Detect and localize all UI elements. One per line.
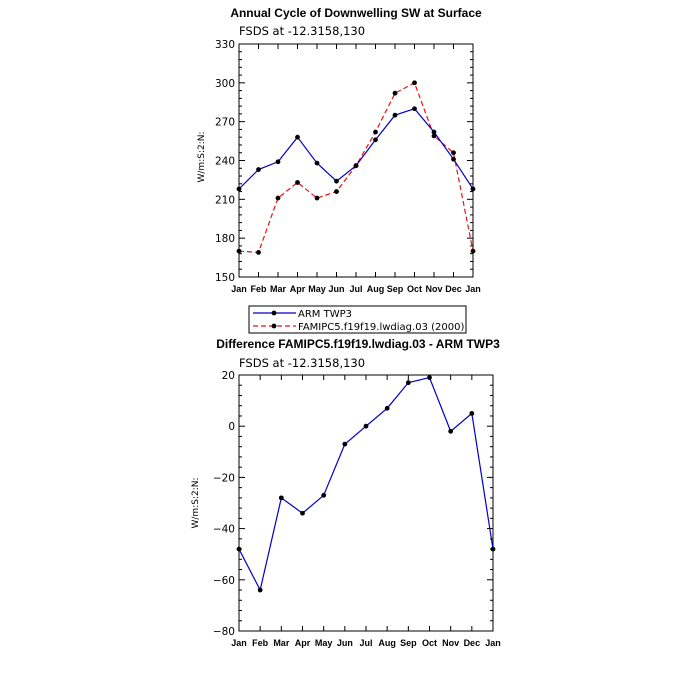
chart2-series-0-point [236, 546, 242, 552]
chart1-x-tick-label: Aug [367, 284, 385, 294]
chart1-series-0-point [314, 160, 320, 166]
chart2-series-0-point [257, 587, 263, 593]
chart1-y-axis-label: W/m:S:2:N: [197, 132, 207, 183]
chart2-x-tick-label: Jan [231, 638, 247, 648]
chart1-series-1-point [256, 250, 261, 255]
chart2-title: Difference FAMIPC5.f19f19.lwdiag.03 - AR… [216, 337, 500, 351]
legend-marker-arm [271, 310, 277, 316]
chart1-x-tick-label: Feb [250, 284, 267, 294]
chart1-series-0-point [451, 156, 456, 162]
chart2-y-axis-label: W/m:S:2:N: [191, 478, 201, 529]
legend-label-model: FAMIPC5.f19f19.lwdiag.03 (2000) [298, 322, 464, 333]
chart2-series-0-line [238, 376, 494, 592]
chart2-y-tick-label: −60 [213, 575, 235, 587]
legend-frame [248, 305, 467, 334]
chart2-series [236, 375, 496, 593]
chart1-x-tick-label: Jul [349, 284, 362, 294]
chart1-series-0-point [431, 129, 437, 135]
chart2-x-tick-label: Nov [442, 638, 459, 648]
chart2-y-tick-label: −40 [213, 524, 235, 536]
chart1-x-tick-label: Dec [445, 284, 462, 294]
chart1-x-tick-label: Apr [290, 284, 306, 294]
chart2-x-tick-label: Oct [422, 638, 437, 648]
chart1-series-0-point [373, 137, 378, 143]
chart2-x-tick-label: Jul [359, 638, 372, 648]
chart2-series-0-point [427, 375, 432, 380]
chart2-x-tick-label: Mar [273, 638, 290, 648]
chart2-series-0-point [321, 492, 327, 498]
chart2-series-0-point [448, 428, 454, 434]
chart1-x-tick-label: Mar [270, 284, 287, 294]
chart2-series-0-point [278, 495, 284, 501]
chart1-series-1-point [275, 195, 281, 201]
chart1-legend: ARM TWP3 FAMIPC5.f19f19.lwdiag.03 (2000) [248, 305, 467, 334]
chart1-x-tick-label: Jun [328, 284, 344, 294]
chart2-y-tick-label: −20 [213, 472, 235, 484]
chart1-x-tick-label: Sep [387, 284, 404, 294]
chart1-y-tick-label: 180 [215, 233, 235, 245]
chart1-series-1-point [373, 129, 378, 135]
chart2-series-0-point [342, 441, 348, 447]
chart1-series-1-point [470, 248, 476, 254]
chart1-y-tick-label: 150 [215, 272, 235, 284]
chart2-series-0-point [384, 405, 390, 411]
chart1-ticks: Jan Feb Mar Apr May Jun Jul Aug Sep Oct Nov Dec Jan1… [215, 39, 481, 294]
legend-label-arm: ARM TWP3 [298, 309, 352, 320]
chart1-series-1-point [295, 180, 300, 185]
chart1-x-tick-label: Nov [425, 284, 442, 294]
chart2-x-tick-label: May [315, 638, 333, 648]
chart2-x-tick-label: Dec [464, 638, 481, 648]
chart2-plot-frame [238, 374, 494, 632]
chart2-y-tick-label: −80 [213, 626, 235, 638]
legend-marker-model [271, 323, 277, 329]
chart2-x-tick-label: Sep [400, 638, 417, 648]
chart1-series-1-point [451, 150, 456, 156]
chart2-x-tick-label: Feb [252, 638, 269, 648]
chart1-series-0-line [238, 108, 474, 190]
chart1-series-0-point [256, 167, 261, 172]
chart1-series-0-point [236, 186, 242, 192]
chart2-series-0-point [405, 380, 411, 386]
chart2-series-0-point [469, 411, 475, 416]
chart2-subtitle: FSDS at -12.3158,130 [239, 356, 365, 370]
chart1-x-tick-label: Oct [407, 284, 422, 294]
chart2-x-tick-label: Jun [337, 638, 353, 648]
chart1-series-1-point [236, 248, 242, 254]
chart1-series-1-point [392, 90, 398, 96]
chart2-ticks: Jan Feb Mar Apr May Jun Jul Aug Sep Oct Nov Dec Jan−… [213, 370, 501, 648]
chart2-series-0-point [363, 423, 369, 429]
chart1-y-tick-label: 210 [215, 194, 235, 206]
chart1-subtitle: FSDS at -12.3158,130 [239, 24, 365, 38]
chart1-series-0-point [353, 163, 359, 169]
chart1-series-0-point [412, 106, 417, 112]
chart1-x-tick-label: May [308, 284, 326, 294]
chart2-series-0-point [490, 546, 496, 552]
chart1-plot-frame [238, 43, 474, 278]
chart1-y-tick-label: 270 [215, 117, 235, 129]
chart2-x-tick-label: Aug [378, 638, 396, 648]
chart1-y-tick-label: 330 [215, 39, 235, 51]
chart1-series-0-point [295, 134, 300, 140]
difference-chart: Difference FAMIPC5.f19f19.lwdiag.03 - AR… [191, 337, 501, 648]
chart1-x-tick-label: Jan [231, 284, 247, 294]
chart2-y-tick-label: 0 [228, 421, 235, 433]
chart1-y-tick-label: 240 [215, 156, 235, 168]
annual-cycle-chart: Annual Cycle of Downwelling SW at Surfac… [197, 6, 482, 334]
chart1-series-0-point [334, 178, 339, 184]
chart1-series [236, 80, 476, 255]
chart1-title: Annual Cycle of Downwelling SW at Surfac… [230, 6, 482, 20]
chart2-x-tick-label: Apr [295, 638, 311, 648]
chart1-series-1-point [314, 195, 320, 201]
chart1-series-0-point [275, 159, 281, 165]
chart1-series-1-point [334, 189, 339, 194]
chart2-series-0-point [300, 510, 305, 516]
chart1-series-0-point [470, 186, 476, 192]
chart1-series-0-point [392, 112, 398, 118]
chart1-series-1-point [412, 80, 417, 86]
chart2-y-tick-label: 20 [222, 370, 235, 382]
chart2-x-tick-label: Jan [485, 638, 501, 648]
chart1-y-tick-label: 300 [215, 78, 235, 90]
chart1-x-tick-label: Jan [465, 284, 481, 294]
